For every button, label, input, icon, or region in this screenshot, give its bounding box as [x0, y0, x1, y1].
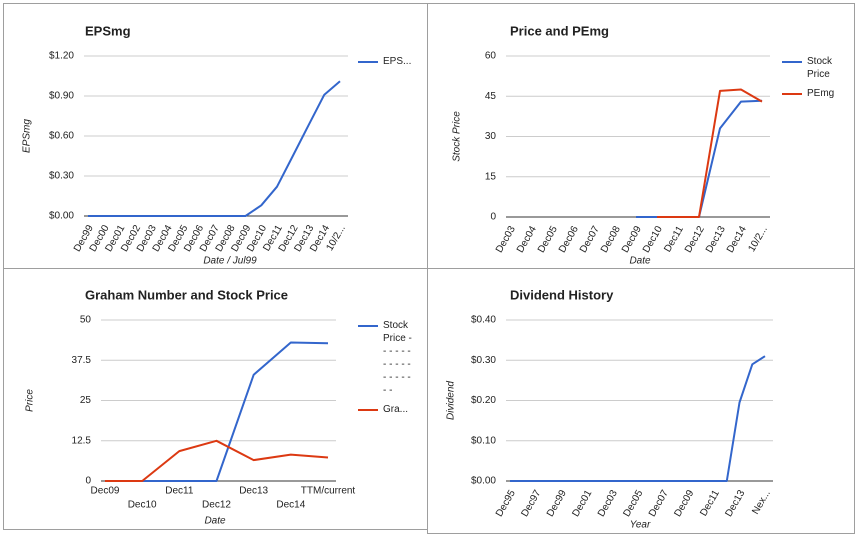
x-tick-label: Dec09: [672, 488, 696, 519]
series-line: [88, 80, 341, 217]
legend-label: EPS...: [383, 56, 412, 67]
series-line: [657, 88, 763, 218]
x-tick-label: Dec99: [545, 488, 569, 519]
y-tick-label: $0.00: [49, 211, 74, 222]
x-tick-label: Dec10: [641, 224, 665, 255]
y-tick-label: $0.60: [49, 131, 74, 142]
y-axis-label: Dividend: [446, 381, 457, 420]
x-tick-label: Dec10: [128, 500, 157, 511]
legend-label: PEmg: [807, 88, 835, 99]
y-tick-label: $1.20: [49, 51, 74, 62]
y-tick-label: 0: [490, 212, 496, 223]
legend-entry: Gra...: [358, 403, 416, 416]
legend-swatch: [782, 61, 802, 63]
x-tick-label: TTM/current: [301, 486, 356, 497]
x-tick-label: Dec13: [239, 486, 268, 497]
chart-title: Price and PEmg: [510, 23, 609, 38]
legend-swatch: [782, 93, 802, 95]
y-tick-label: $0.10: [471, 435, 496, 446]
y-tick-label: 50: [80, 315, 92, 326]
series-line: [105, 439, 329, 482]
panel: [3, 268, 428, 530]
legend-entry: Stock Price: [782, 55, 840, 81]
x-tick-label: Dec07: [647, 488, 671, 519]
y-tick-label: 30: [485, 131, 497, 142]
y-axis-label: EPSmg: [22, 119, 33, 153]
series-line: [105, 341, 329, 482]
y-tick-label: $0.90: [49, 91, 74, 102]
x-axis-label: Date: [629, 256, 651, 267]
y-axis-label: Stock Price: [452, 111, 463, 162]
x-tick-label: Dec14: [276, 500, 305, 511]
x-tick-label: Dec11: [698, 488, 722, 518]
legend-swatch: [358, 409, 378, 411]
legend-label: Stock Price: [807, 56, 833, 80]
y-tick-label: 37.5: [72, 355, 92, 366]
x-tick-label: 10/2...: [746, 224, 769, 254]
legend: EPS...: [358, 55, 416, 74]
y-tick-label: $0.20: [471, 395, 496, 406]
x-tick-label: Dec95: [494, 488, 518, 519]
legend-label: Stock Price - - - - - - - - - - - - - - …: [383, 320, 412, 396]
series-line: [510, 355, 766, 482]
y-tick-label: $0.00: [471, 476, 496, 487]
y-tick-label: $0.40: [471, 315, 496, 326]
legend: Stock Price - - - - - - - - - - - - - - …: [358, 319, 416, 422]
legend-entry: PEmg: [782, 87, 840, 100]
y-tick-label: 25: [80, 395, 92, 406]
legend-entry: Stock Price - - - - - - - - - - - - - - …: [358, 319, 416, 397]
x-tick-label: Nex...: [750, 488, 773, 516]
x-tick-label: Dec13: [723, 488, 747, 519]
y-axis-label: Price: [25, 389, 36, 412]
x-tick-label: Dec14: [725, 224, 749, 255]
legend-swatch: [358, 61, 378, 63]
chart-title: EPSmg: [85, 23, 131, 38]
x-tick-label: Dec09: [91, 486, 120, 497]
x-axis-label: Date: [204, 516, 226, 527]
chart-title: Dividend History: [510, 287, 614, 302]
y-tick-label: 45: [485, 91, 497, 102]
x-axis-label: Date / Jul99: [203, 256, 257, 267]
y-tick-label: $0.30: [49, 171, 74, 182]
y-tick-label: 0: [85, 476, 91, 487]
legend: Stock Price PEmg: [782, 55, 840, 106]
chart-title: Graham Number and Stock Price: [85, 287, 288, 302]
x-tick-label: Dec01: [570, 488, 594, 519]
legend-label: Gra...: [383, 404, 409, 415]
legend-swatch: [358, 325, 378, 327]
x-tick-label: Dec05: [621, 488, 645, 519]
x-tick-label: Dec97: [519, 488, 543, 519]
x-tick-label: Dec12: [202, 500, 231, 511]
x-tick-label: Dec03: [596, 488, 620, 519]
x-tick-label: Dec11: [165, 486, 194, 497]
legend-entry: EPS...: [358, 55, 416, 68]
x-axis-label: Year: [630, 520, 651, 531]
series-line: [636, 99, 763, 218]
y-tick-label: 60: [485, 51, 497, 62]
y-tick-label: 15: [485, 171, 497, 182]
y-tick-label: $0.30: [471, 355, 496, 366]
y-tick-label: 12.5: [72, 435, 92, 446]
